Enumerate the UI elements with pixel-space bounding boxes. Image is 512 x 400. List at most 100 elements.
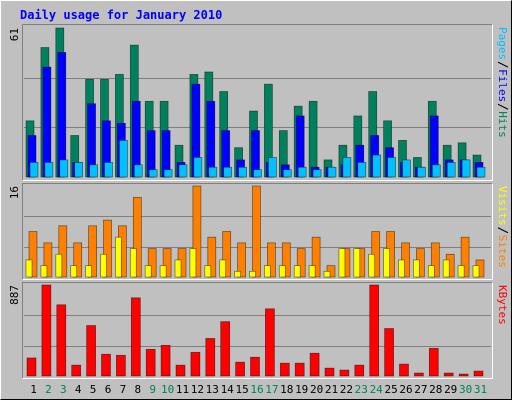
- bar: [29, 161, 39, 178]
- bar: [476, 166, 486, 178]
- bar: [267, 242, 276, 278]
- plot-bevel-dark: [22, 183, 493, 280]
- plot-bevel-light: [22, 183, 493, 280]
- bar: [252, 185, 261, 278]
- legend-entry: Hits: [496, 111, 509, 138]
- bar: [293, 265, 301, 278]
- bar: [132, 197, 142, 278]
- x-tick-label: 31: [474, 383, 487, 396]
- bar: [25, 259, 33, 278]
- plot-bevel-dark: [22, 24, 493, 181]
- x-tick-label: 6: [105, 383, 112, 396]
- bar: [145, 348, 156, 377]
- legend-separator: [497, 61, 509, 68]
- x-tick-label: 30: [459, 383, 472, 396]
- bar: [238, 166, 247, 178]
- bar: [413, 259, 420, 278]
- bar: [55, 253, 63, 278]
- plot-bevel-light: [22, 282, 493, 379]
- bar: [219, 259, 227, 278]
- bar: [73, 242, 83, 278]
- bar: [100, 253, 107, 278]
- bar: [159, 265, 167, 278]
- bar: [253, 169, 262, 178]
- bar: [458, 373, 469, 377]
- bar: [296, 248, 306, 278]
- bar: [308, 100, 318, 178]
- bar: [237, 242, 246, 278]
- bar: [461, 159, 471, 178]
- bar: [204, 265, 212, 278]
- plot-bevel-dark: [22, 282, 493, 379]
- bar: [190, 351, 201, 377]
- bar: [26, 357, 37, 377]
- bar: [264, 265, 271, 278]
- bar: [235, 361, 245, 377]
- x-tick-label: 24: [370, 383, 384, 396]
- x-tick-label: 9: [149, 383, 156, 396]
- bar: [223, 166, 233, 178]
- bar: [327, 166, 337, 178]
- bar: [402, 159, 411, 178]
- bar: [44, 161, 54, 178]
- bar: [457, 265, 465, 278]
- legend-entry: Files: [496, 69, 509, 102]
- x-tick-label: 25: [384, 383, 397, 396]
- bar: [428, 347, 439, 377]
- bar: [192, 185, 202, 278]
- bar: [446, 161, 456, 178]
- bar: [472, 265, 480, 278]
- bar: [74, 161, 84, 178]
- x-tick-label: 5: [90, 383, 97, 396]
- bar: [130, 297, 141, 377]
- bar: [442, 259, 450, 278]
- bar: [71, 364, 82, 377]
- bar: [431, 164, 441, 178]
- bar: [56, 304, 67, 377]
- x-tick-label: 15: [235, 383, 248, 396]
- bar: [28, 231, 38, 278]
- bar: [70, 265, 78, 278]
- x-tick-label: 13: [206, 383, 219, 396]
- bar: [357, 161, 367, 178]
- bar: [460, 236, 470, 278]
- bar: [268, 157, 277, 178]
- bar: [205, 338, 216, 377]
- bar: [309, 352, 320, 377]
- bar: [42, 66, 52, 178]
- bar: [175, 364, 186, 377]
- bar: [342, 157, 352, 178]
- bar: [339, 369, 350, 377]
- bar: [265, 308, 275, 377]
- bar: [249, 270, 256, 278]
- x-tick-label: 14: [221, 383, 235, 396]
- bar: [163, 169, 173, 178]
- bar: [414, 372, 424, 377]
- bar: [278, 265, 286, 278]
- y-max-label: 16: [8, 186, 21, 199]
- bar: [89, 164, 98, 178]
- bar: [222, 231, 232, 278]
- bar: [312, 169, 322, 178]
- bar: [207, 236, 217, 278]
- x-tick-label: 7: [120, 383, 127, 396]
- bar: [147, 248, 157, 278]
- x-tick-label: 1: [30, 383, 37, 396]
- bar: [101, 353, 111, 377]
- bar: [353, 248, 361, 278]
- legend-entry: KBytes: [496, 285, 509, 325]
- x-tick-label: 26: [399, 383, 412, 396]
- x-tick-label: 28: [429, 383, 442, 396]
- x-tick-label: 16: [250, 383, 263, 396]
- bar: [133, 164, 143, 178]
- bar: [115, 236, 122, 278]
- bar: [297, 166, 307, 178]
- bar: [323, 270, 331, 278]
- legend: KBytes: [496, 285, 509, 325]
- bar: [208, 166, 218, 178]
- x-tick-label: 17: [265, 383, 278, 396]
- bar: [174, 259, 182, 278]
- bar: [178, 164, 188, 178]
- bar: [282, 169, 292, 178]
- bar: [383, 248, 390, 278]
